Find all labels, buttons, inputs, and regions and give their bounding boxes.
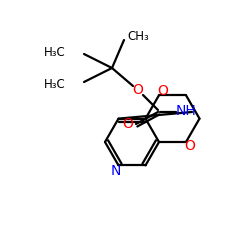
Text: O: O [132,83,143,97]
Text: O: O [122,117,134,131]
Text: N: N [110,164,121,178]
Text: H₃C: H₃C [44,78,66,90]
Text: NH: NH [176,104,197,118]
Text: CH₃: CH₃ [127,30,149,43]
Text: O: O [158,84,168,98]
Text: H₃C: H₃C [44,46,66,59]
Text: O: O [184,139,196,153]
